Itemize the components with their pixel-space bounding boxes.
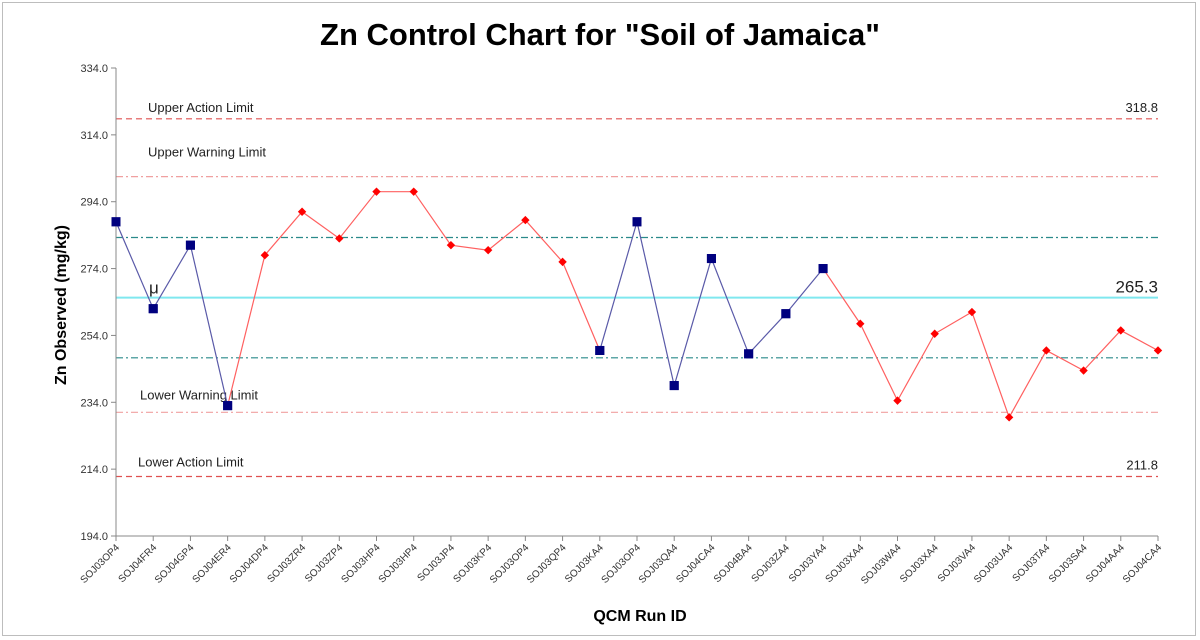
data-point-diamond — [372, 187, 381, 196]
series-line — [822, 268, 1159, 419]
reference-line-label: μ — [149, 279, 159, 298]
series-line — [599, 221, 824, 388]
reference-line-label: Upper Warning Limit — [148, 145, 266, 160]
x-tick-label: SOJ03WA4 — [859, 542, 904, 587]
x-tick-label: SOJ04ER4 — [191, 542, 234, 585]
reference-line-label: Upper Action Limit — [148, 100, 254, 115]
data-point-square — [744, 349, 754, 359]
x-tick-label: SOJ03ZA4 — [750, 542, 793, 585]
data-series — [111, 187, 1163, 422]
reference-lines: Upper Action Limit 318.8 Upper Warning Lim… — [116, 100, 1158, 478]
series-line — [227, 191, 601, 406]
y-tick-label: 214.0 — [80, 464, 108, 476]
data-point-diamond — [930, 329, 939, 338]
data-point-square — [632, 217, 642, 227]
y-tick-label: 334.0 — [80, 63, 108, 75]
data-point-square — [781, 309, 791, 319]
x-tick-label: SOJ04DP4 — [228, 542, 271, 585]
x-tick-label: SOJ03ZR4 — [265, 542, 308, 585]
x-tick-label: SOJ03XA4 — [898, 542, 941, 585]
data-point-diamond — [967, 307, 977, 317]
data-point-diamond — [297, 207, 307, 216]
data-point-square — [669, 381, 679, 391]
y-tick-label: 194.0 — [80, 531, 108, 543]
y-tick-label: 294.0 — [80, 197, 108, 209]
data-point-diamond — [558, 257, 567, 267]
y-tick-label: 274.0 — [80, 264, 108, 276]
data-point-diamond — [260, 251, 270, 260]
axes: 194.0 214.0 234.0 254.0 274.0 294.0 314.0 334.0… — [79, 63, 1165, 587]
y-axis-title: Zn Observed (mg/kg) — [53, 225, 70, 385]
data-point-square — [818, 264, 828, 274]
reference-line-label: Lower Warning Limit — [140, 387, 258, 402]
x-tick-label: SOJ03HP4 — [377, 542, 420, 585]
data-point-diamond — [446, 240, 456, 250]
y-tick-label: 314.0 — [80, 130, 108, 142]
y-tick-label: 254.0 — [80, 330, 108, 342]
y-tick-label: 234.0 — [80, 397, 108, 409]
data-point-diamond — [335, 234, 344, 243]
series-line — [115, 221, 229, 406]
reference-line-value: 318.8 — [1125, 100, 1158, 115]
x-tick-label: SOJ04BA4 — [712, 542, 755, 585]
x-tick-label: SOJ03QA4 — [637, 542, 681, 586]
data-point-diamond — [521, 215, 530, 225]
data-point-diamond — [856, 319, 865, 328]
data-point-square — [595, 345, 605, 355]
reference-line-value: 211.8 — [1126, 457, 1158, 472]
data-point-diamond — [1116, 326, 1125, 335]
x-tick-label: SOJ03HP4 — [339, 542, 382, 585]
x-tick-label: SOJ03SA4 — [1047, 542, 1090, 585]
data-point-diamond — [1004, 413, 1014, 422]
x-tick-label: SOJ04GP4 — [153, 542, 197, 586]
data-point-diamond — [483, 245, 493, 255]
data-point-diamond — [1042, 346, 1051, 355]
data-point-diamond — [893, 396, 902, 405]
x-axis-title: QCM Run ID — [593, 608, 686, 625]
data-point-diamond — [409, 187, 418, 196]
data-point-diamond — [1153, 346, 1163, 355]
x-tick-label: SOJ03UA4 — [972, 542, 1015, 585]
x-tick-label: SOJ04CA4 — [1121, 542, 1164, 585]
data-point-square — [111, 217, 121, 227]
data-point-square — [223, 401, 233, 411]
reference-line-value: 265.3 — [1115, 278, 1158, 297]
x-tick-label: SOJ04CA4 — [674, 542, 717, 585]
x-tick-label: SOJ03QP4 — [525, 542, 569, 586]
reference-line-label: Lower Action Limit — [138, 454, 244, 469]
data-point-square — [706, 254, 716, 264]
data-point-square — [185, 240, 195, 250]
x-tick-label: SOJ03OP4 — [79, 542, 123, 586]
chart-title: Zn Control Chart for "Soil of Jamaica" — [320, 17, 880, 52]
data-point-diamond — [1079, 366, 1088, 375]
data-point-square — [148, 304, 158, 314]
